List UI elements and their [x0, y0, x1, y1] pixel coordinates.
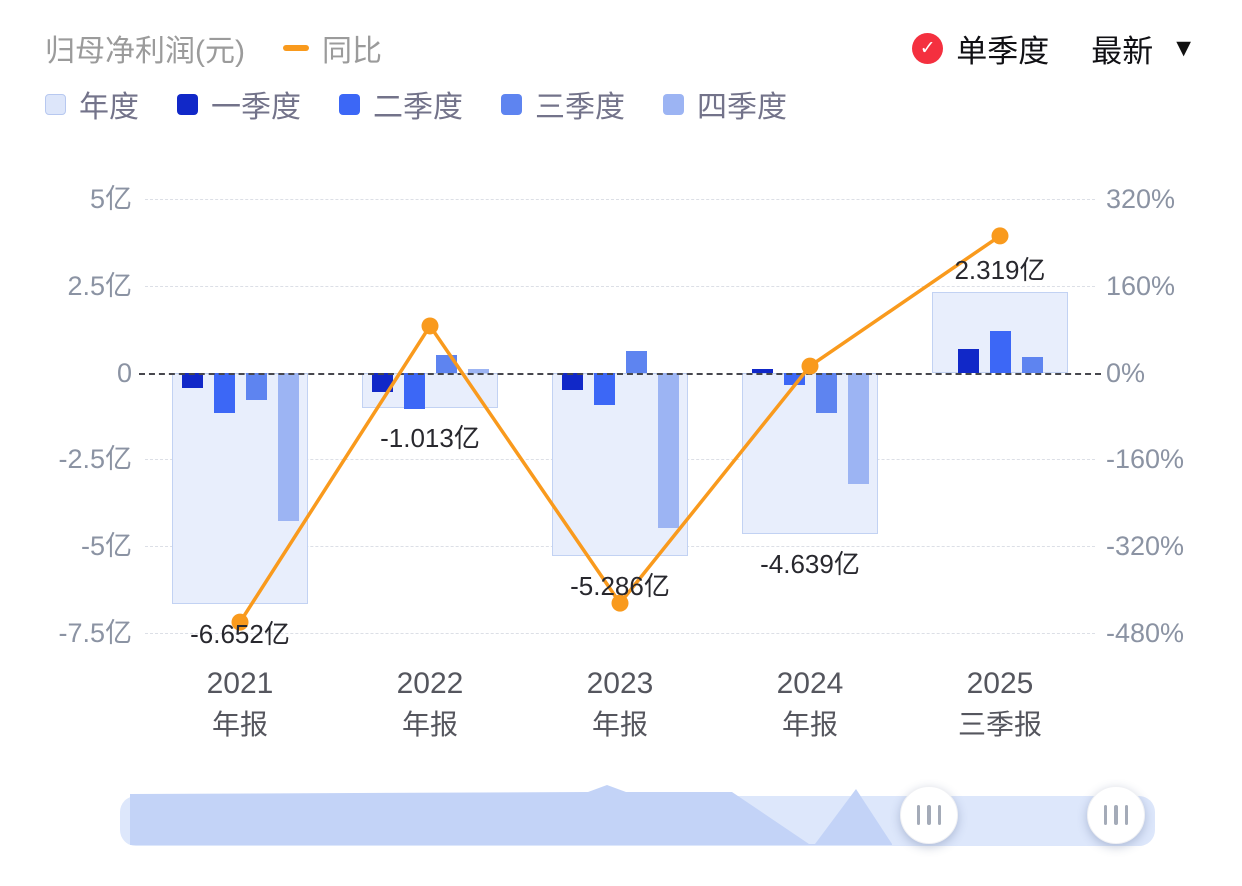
quarter-bar-2021-q4: [277, 372, 299, 521]
legend-label: 一季度: [211, 91, 301, 124]
quarter-bar-2022-q3: [435, 355, 457, 373]
datazoom-right-handle[interactable]: [1087, 786, 1145, 844]
x-axis-year: 2023: [586, 667, 654, 700]
quarter-bar-2024-q4: [847, 372, 869, 485]
quarter-bar-2021-q2: [213, 372, 235, 413]
legend-item-q2[interactable]: 二季度: [339, 82, 463, 126]
yoy-point: [421, 317, 439, 335]
datazoom-left-handle[interactable]: [900, 786, 958, 844]
legend-label: 三季度: [535, 91, 625, 124]
legend-swatch-q1-icon: [177, 93, 198, 115]
x-axis-period: 年报: [591, 709, 648, 740]
y-axis-label: -5亿: [80, 531, 132, 562]
zero-line: [139, 372, 1101, 375]
legend-label: 二季度: [373, 91, 463, 124]
y2-axis-label: -160%: [1106, 444, 1185, 475]
legend-swatch-q3-icon: [501, 93, 522, 115]
quarter-bar-2021-q3: [245, 372, 267, 401]
chevron-down-icon[interactable]: ▼: [1171, 34, 1196, 62]
y2-axis-label: -320%: [1106, 531, 1185, 562]
chart-plot-area: 5亿 320% 2.5亿 160% 0 0% -2.5亿 -160% -5亿 -320% -7.5亿…: [58, 184, 1185, 740]
chart-header: 归母净利润(元) 同比: [45, 26, 382, 70]
legend-swatch-q2-icon: [339, 93, 360, 115]
x-axis-period: 年报: [401, 709, 458, 740]
quarter-bar-2023-q4: [657, 372, 679, 529]
annual-value-label: 2.319亿: [954, 255, 1046, 286]
annual-value-label: -5.286亿: [570, 571, 670, 602]
x-axis-period: 年报: [211, 709, 268, 740]
x-axis-year: 2025: [966, 667, 1034, 700]
legend-label: 四季度: [697, 91, 787, 124]
legend-label: 年度: [79, 91, 139, 124]
legend-swatch-q4-icon: [663, 93, 684, 115]
y-axis-label: 2.5亿: [67, 270, 132, 301]
y-axis-label: 0: [116, 357, 132, 388]
legend-item-q3[interactable]: 三季度: [501, 82, 625, 126]
legend-item-annual[interactable]: 年度: [45, 82, 139, 126]
series-legend: 年度 一季度 二季度 三季度 四季度: [45, 82, 787, 126]
x-axis-year: 2024: [776, 667, 844, 700]
quarter-bar-2023-q3: [625, 351, 647, 373]
x-axis-year: 2022: [396, 667, 464, 700]
quarter-bar-2022-q1: [371, 372, 393, 392]
latest-dropdown[interactable]: 最新: [1091, 34, 1154, 69]
y-axis-label: -7.5亿: [58, 618, 132, 648]
x-axis-period: 年报: [781, 709, 838, 740]
annual-value-label: -4.639亿: [760, 548, 860, 579]
quarter-bar-2022-q2: [403, 372, 425, 410]
gridline: [145, 633, 1095, 634]
quarter-bar-2025-q1: [957, 348, 979, 373]
y2-axis-label: 320%: [1106, 184, 1176, 214]
legend-item-q4[interactable]: 四季度: [663, 82, 787, 126]
quarter-bar-2023-q2: [593, 372, 615, 405]
legend-item-q1[interactable]: 一季度: [177, 82, 301, 126]
datazoom-slider[interactable]: [120, 782, 1155, 848]
datazoom-shadow: [120, 785, 1155, 846]
legend-swatch-annual-icon: [45, 93, 66, 115]
checked-circle-icon[interactable]: ✓: [912, 33, 944, 64]
yoy-point: [991, 227, 1009, 245]
quarter-bar-2025-q2: [989, 330, 1011, 373]
x-axis-year: 2021: [206, 667, 274, 700]
quarter-bar-2024-q3: [815, 372, 837, 414]
x-axis-period: 三季报: [957, 709, 1042, 740]
y2-axis-label: -480%: [1106, 618, 1185, 648]
single-quarter-toggle[interactable]: 单季度: [956, 34, 1050, 69]
annual-value-label: -1.013亿: [380, 422, 480, 453]
y-axis-label: -2.5亿: [58, 444, 132, 475]
chart-title: 归母净利润(元): [45, 35, 245, 68]
y2-axis-label: 0%: [1106, 357, 1146, 388]
y2-axis-label: 160%: [1106, 270, 1176, 301]
annual-value-label: -6.652亿: [190, 618, 290, 649]
quarter-bar-2023-q1: [561, 372, 583, 390]
gridline: [145, 199, 1095, 200]
yoy-line-swatch-icon: [282, 45, 309, 51]
y-axis-label: 5亿: [89, 184, 132, 214]
period-controls: ✓ 单季度 最新 ▼: [912, 26, 1196, 71]
yoy-legend-label: 同比: [321, 35, 382, 68]
quarter-bar-2025-q3: [1021, 357, 1043, 373]
quarter-bar-2021-q1: [181, 372, 203, 388]
